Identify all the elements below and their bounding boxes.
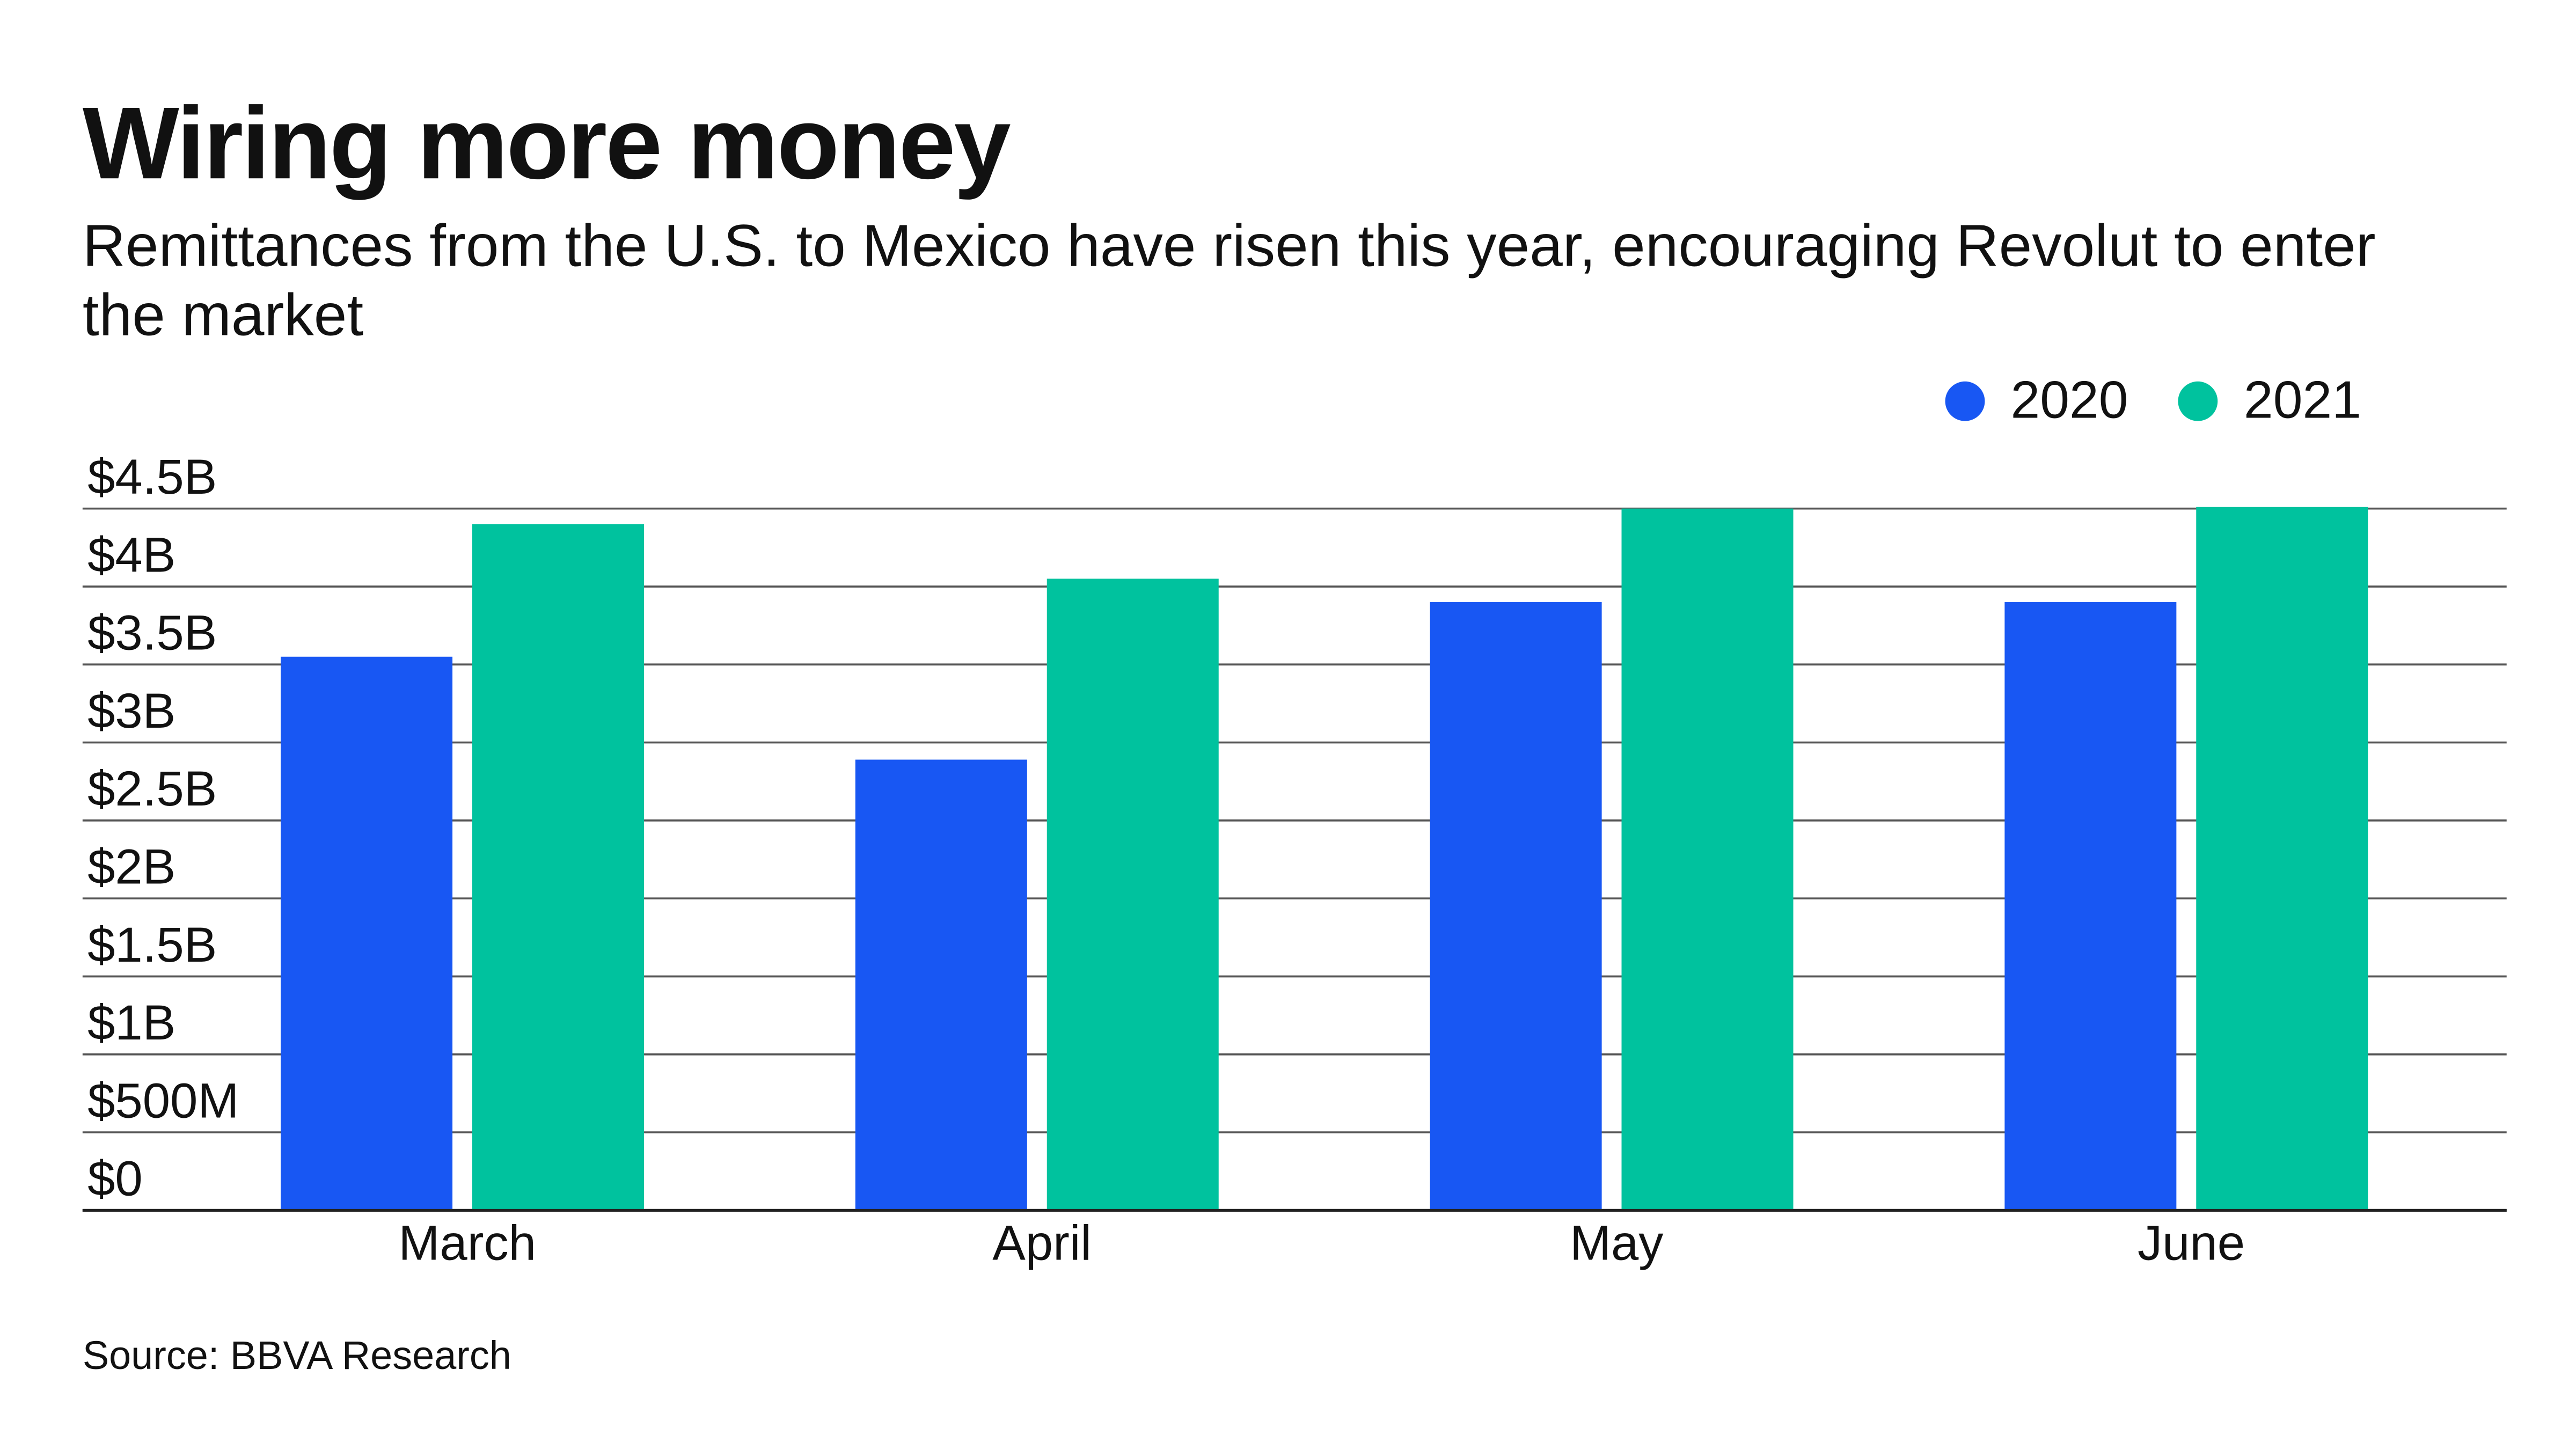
x-tick-label: March (399, 1215, 536, 1271)
y-tick-label: $3.5B (87, 605, 217, 661)
y-tick-label: $1.5B (87, 917, 217, 972)
bar-2020-april (855, 759, 1027, 1211)
y-tick-label: $2.5B (87, 760, 217, 816)
chart-title: Wiring more money (82, 87, 1011, 202)
source-note: Source: BBVA Research (82, 1334, 511, 1379)
bar-2020-march (281, 656, 453, 1211)
bar-2020-may (1430, 602, 1602, 1211)
y-tick-label: $2B (87, 838, 175, 894)
y-tick-label: $1B (87, 994, 175, 1050)
bar-2021-june (2196, 507, 2368, 1211)
legend-item-2020: 2020 (1944, 370, 2128, 431)
legend-label-2021: 2021 (2243, 370, 2361, 429)
x-tick-label: May (1570, 1215, 1663, 1271)
legend: 2020 2021 (1944, 370, 2361, 431)
legend-label-2020: 2020 (2010, 370, 2128, 429)
x-tick-label: April (992, 1215, 1092, 1271)
bar-2021-march (472, 524, 644, 1211)
y-tick-label: $500M (87, 1072, 239, 1128)
bar-2021-april (1046, 578, 1219, 1211)
y-tick-label: $0 (87, 1151, 143, 1206)
y-tick-label: $4.5B (87, 449, 217, 504)
x-tick-label: June (2138, 1215, 2245, 1271)
legend-item-2021: 2021 (2177, 370, 2361, 431)
chart-subtitle: Remittances from the U.S. to Mexico have… (82, 211, 2376, 349)
bar-2021-may (1621, 508, 1794, 1211)
legend-swatch-2020 (1944, 380, 1985, 421)
y-tick-label: $4B (87, 526, 175, 582)
bar-2020-june (2004, 602, 2177, 1211)
y-tick-label: $3B (87, 683, 175, 738)
legend-swatch-2021 (2177, 380, 2218, 421)
